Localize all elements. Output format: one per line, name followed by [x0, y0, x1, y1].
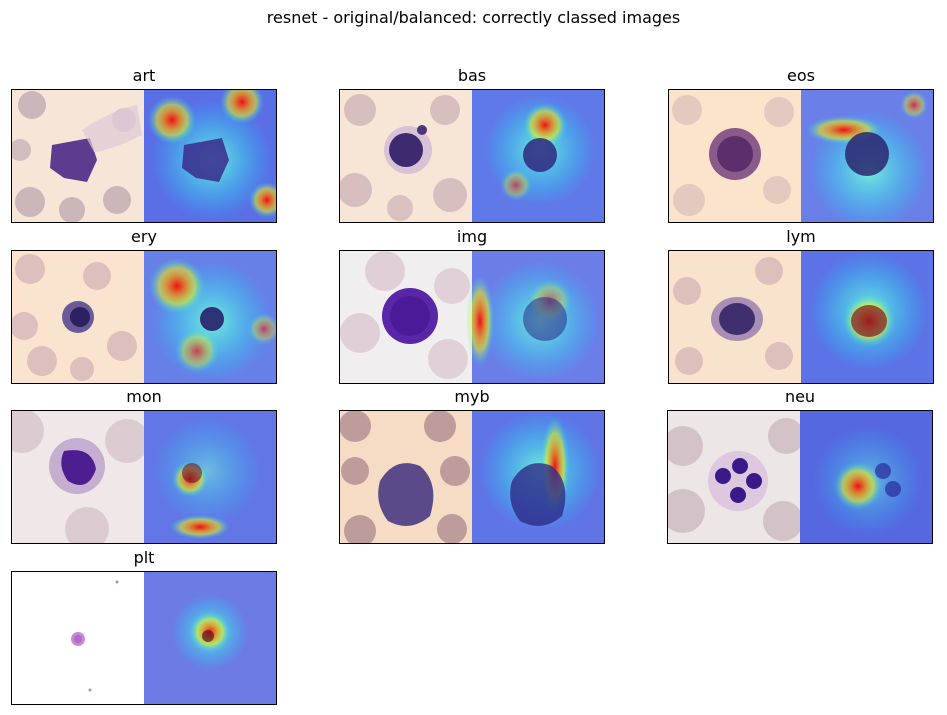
panel-image-plt: [11, 571, 277, 705]
panel-bas: bas: [339, 66, 605, 223]
panel-image-myb: [339, 410, 605, 544]
panel-image-ery: [11, 250, 277, 384]
panel-ery: ery: [11, 227, 277, 384]
panel-plt: plt: [11, 548, 277, 705]
figure-title: resnet - original/balanced: correctly cl…: [266, 8, 681, 27]
panel-mon: mon: [11, 387, 277, 544]
panel-image-art: [11, 89, 277, 223]
panel-title-mon: mon: [126, 387, 162, 406]
panel-image-bas: [339, 89, 605, 223]
panel-title-img: img: [456, 227, 488, 246]
panel-art: art: [11, 66, 277, 223]
panel-image-img: [339, 250, 605, 384]
panel-title-art: art: [132, 66, 156, 85]
panel-img: img: [339, 227, 605, 384]
panel-image-eos: [668, 89, 934, 223]
panel-lym: lym: [668, 227, 934, 384]
panel-title-neu: neu: [784, 387, 816, 406]
panel-title-ery: ery: [131, 227, 157, 246]
panel-title-plt: plt: [133, 548, 155, 567]
panel-title-lym: lym: [786, 227, 816, 246]
panel-myb: myb: [339, 387, 605, 544]
panel-title-bas: bas: [457, 66, 487, 85]
panel-image-mon: [11, 410, 277, 544]
panel-title-myb: myb: [454, 387, 490, 406]
panel-eos: eos: [668, 66, 934, 223]
panel-image-lym: [668, 250, 934, 384]
panel-image-neu: [667, 410, 933, 544]
panel-neu: neu: [667, 387, 933, 544]
panel-title-eos: eos: [787, 66, 815, 85]
